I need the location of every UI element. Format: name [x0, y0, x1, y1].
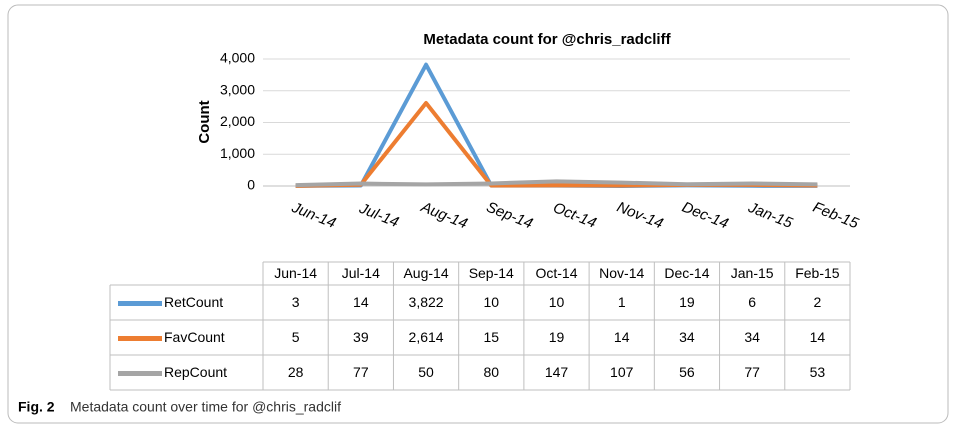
table-cell: 28	[288, 364, 304, 380]
caption-text: Metadata count over time for @chris_radc…	[70, 399, 341, 415]
x-tick-label: Oct-14	[551, 199, 599, 232]
table-cell: 10	[549, 294, 565, 310]
y-tick-label: 3,000	[220, 81, 255, 97]
table-cell: 14	[353, 294, 369, 310]
table-header: Aug-14	[403, 265, 448, 281]
x-tick-label: Feb-15	[810, 199, 861, 233]
x-tick-label: Sep-14	[484, 199, 535, 233]
table-cell: 14	[614, 329, 630, 345]
table-cell: 53	[810, 364, 826, 380]
table-cell: 19	[549, 329, 565, 345]
y-tick-label: 2,000	[220, 113, 255, 129]
table-cell: 6	[748, 294, 756, 310]
table-header: Nov-14	[599, 265, 644, 281]
table-cell: 14	[810, 329, 826, 345]
table-header: Jan-15	[731, 265, 774, 281]
x-tick-label: Aug-14	[418, 198, 470, 232]
table-header: Jul-14	[342, 265, 380, 281]
table-cell: 19	[679, 294, 695, 310]
table-header: Jun-14	[274, 265, 317, 281]
table-cell: 34	[744, 329, 760, 345]
table-cell: 56	[679, 364, 695, 380]
legend-label: RetCount	[164, 294, 223, 310]
table-cell: 2,614	[409, 329, 444, 345]
x-tick-label: Jan-15	[745, 199, 795, 233]
table-cell: 1	[618, 294, 626, 310]
table-cell: 39	[353, 329, 369, 345]
table-cell: 3	[292, 294, 300, 310]
table-header: Oct-14	[535, 265, 577, 281]
y-axis-label: Count	[196, 100, 213, 143]
y-tick-label: 1,000	[220, 145, 255, 161]
x-tick-label: Jul-14	[356, 200, 401, 231]
table-cell: 80	[483, 364, 499, 380]
x-tick-label: Nov-14	[614, 199, 665, 233]
table-cell: 77	[353, 364, 369, 380]
table-cell: 77	[744, 364, 760, 380]
legend-label: RepCount	[164, 364, 227, 380]
table-cell: 34	[679, 329, 695, 345]
table-cell: 15	[483, 329, 499, 345]
figure-frame	[7, 4, 949, 424]
table-cell: 147	[545, 364, 569, 380]
chart-title: Metadata count for @chris_radcliff	[423, 31, 671, 48]
table-cell: 3,822	[409, 294, 444, 310]
table-cell: 5	[292, 329, 300, 345]
y-tick-label: 4,000	[220, 50, 255, 66]
table-cell: 2	[813, 294, 821, 310]
series-line	[295, 179, 818, 188]
legend-label: FavCount	[164, 329, 225, 345]
series-line	[295, 101, 818, 188]
x-tick-label: Dec-14	[680, 199, 731, 233]
table-header: Sep-14	[469, 265, 514, 281]
caption-label: Fig. 2	[18, 399, 55, 415]
table-cell: 107	[610, 364, 634, 380]
table-cell: 10	[483, 294, 499, 310]
y-tick-label: 0	[247, 177, 255, 193]
table-cell: 50	[418, 364, 434, 380]
table-header: Feb-15	[795, 265, 840, 281]
x-tick-label: Jun-14	[288, 199, 338, 232]
table-header: Dec-14	[664, 265, 709, 281]
